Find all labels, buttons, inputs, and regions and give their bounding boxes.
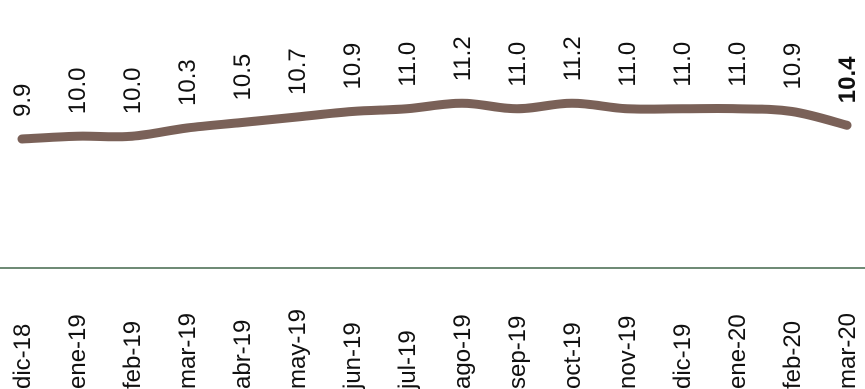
data-label: 10.9 bbox=[339, 43, 366, 90]
x-tick-label: ene-19 bbox=[64, 314, 91, 389]
data-label: 11.0 bbox=[724, 42, 751, 87]
data-label: 9.9 bbox=[9, 84, 36, 117]
series-line bbox=[17, 98, 852, 144]
data-label: 10.0 bbox=[64, 68, 91, 115]
data-label: 11.0 bbox=[614, 42, 641, 87]
data-label: 10.4 bbox=[834, 56, 861, 103]
data-label: 10.3 bbox=[174, 59, 201, 106]
x-tick-label: feb-19 bbox=[119, 321, 146, 389]
data-label: 11.0 bbox=[504, 42, 531, 87]
data-label: 10.7 bbox=[284, 48, 311, 95]
data-label: 10.0 bbox=[119, 68, 146, 115]
x-tick-label: mar-19 bbox=[174, 313, 201, 389]
x-tick-label: jul-19 bbox=[394, 330, 421, 389]
x-tick-label: dic-19 bbox=[669, 324, 696, 389]
x-tick-label: ene-20 bbox=[724, 314, 751, 389]
x-tick-label: jun-19 bbox=[339, 322, 366, 389]
data-label: 11.0 bbox=[669, 42, 696, 87]
x-tick-labels: dic-18 ene-19 feb-19 mar-19 abr-19 may-19 jun-… bbox=[9, 309, 861, 389]
data-label: 11.2 bbox=[559, 36, 586, 81]
x-tick-label: nov-19 bbox=[614, 316, 641, 389]
x-tick-label: ago-19 bbox=[449, 314, 476, 389]
data-label: 10.9 bbox=[779, 43, 806, 90]
x-tick-label: feb-20 bbox=[779, 321, 806, 389]
data-label: 10.5 bbox=[229, 54, 256, 101]
x-tick-label: sep-19 bbox=[504, 316, 531, 389]
x-tick-label: dic-18 bbox=[9, 324, 36, 389]
data-labels: 9.9 10.0 10.0 10.3 10.5 10.7 10.9 11.0 11.2 11.0 1… bbox=[9, 36, 861, 117]
x-tick-label: abr-19 bbox=[229, 320, 256, 389]
data-label: 11.2 bbox=[449, 36, 476, 81]
data-label: 11.0 bbox=[394, 42, 421, 87]
x-tick-label: oct-19 bbox=[559, 322, 586, 389]
x-tick-label: mar-20 bbox=[834, 313, 861, 389]
x-tick-label: may-19 bbox=[284, 309, 311, 389]
